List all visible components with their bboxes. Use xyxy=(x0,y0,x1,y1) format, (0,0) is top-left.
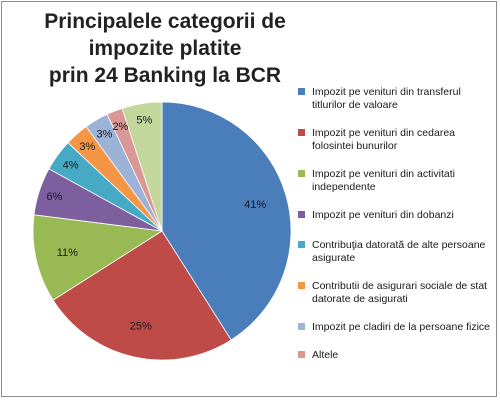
legend-item-impozit-cladiri: Impozit pe cladiri de la persoane fizice xyxy=(298,321,494,334)
legend-label: Impozit pe venituri din cedarea folosint… xyxy=(312,127,455,152)
pie-data-label-5: 4% xyxy=(63,160,79,172)
pie-data-label-7: 3% xyxy=(97,129,113,141)
legend-swatch xyxy=(298,170,305,177)
legend-label: Impozit pe venituri din activitati indep… xyxy=(312,168,455,193)
pie-slice-3 xyxy=(32,214,164,301)
legend-swatch xyxy=(298,323,305,330)
legend-label: Impozit pe venituri din transferul titlu… xyxy=(312,86,461,111)
legend-item-contributia-alte-persoane: Contribuţia datorată de alte persoane as… xyxy=(298,239,494,265)
chart-title-line-2: prin 24 Banking la BCR xyxy=(48,64,282,87)
legend-label: Contribuţia datorată de alte persoane as… xyxy=(312,239,486,264)
legend-item-cedare-folosinta: Impozit pe venituri din cedarea folosint… xyxy=(298,127,494,153)
pie-slice-1 xyxy=(161,101,292,341)
legend-label: Impozit pe venituri din dobanzi xyxy=(312,209,454,221)
legend-label: Contributii de asigurari sociale de stat… xyxy=(312,280,488,305)
chart-title: Principalele categorii de impozite plati… xyxy=(0,8,330,89)
legend-item-altele: Altele xyxy=(298,349,494,362)
legend-item-contributii-asigurari-sociale: Contributii de asigurari sociale de stat… xyxy=(298,280,494,306)
pie-data-label-4: 6% xyxy=(47,191,63,203)
pie-data-label-2: 25% xyxy=(130,321,152,333)
legend-swatch xyxy=(298,241,305,248)
pie-data-label-3: 11% xyxy=(57,247,78,259)
legend-swatch xyxy=(298,211,305,218)
pie-data-label-8: 2% xyxy=(112,121,128,133)
pie-slice-2 xyxy=(52,230,232,361)
pie-data-label-1: 41% xyxy=(244,199,266,211)
legend-label: Impozit pe cladiri de la persoane fizice xyxy=(312,321,491,333)
chart-title-line-1: Principalele categorii de impozite plati… xyxy=(44,10,286,60)
legend-swatch xyxy=(298,88,305,95)
legend-swatch xyxy=(298,351,305,358)
pie-data-label-9: 5% xyxy=(136,114,152,126)
legend-swatch xyxy=(298,129,305,136)
legend-label: Altele xyxy=(312,349,339,361)
legend-swatch xyxy=(298,282,305,289)
pie-data-label-6: 3% xyxy=(79,141,95,153)
legend-item-transfer-titluri: Impozit pe venituri din transferul titlu… xyxy=(298,86,494,112)
legend-item-activitati-independente: Impozit pe venituri din activitati indep… xyxy=(298,168,494,194)
chart-legend: Impozit pe venituri din transferul titlu… xyxy=(298,86,494,379)
legend-item-dobanzi: Impozit pe venituri din dobanzi xyxy=(298,209,494,222)
pie-slice-9 xyxy=(121,101,163,232)
